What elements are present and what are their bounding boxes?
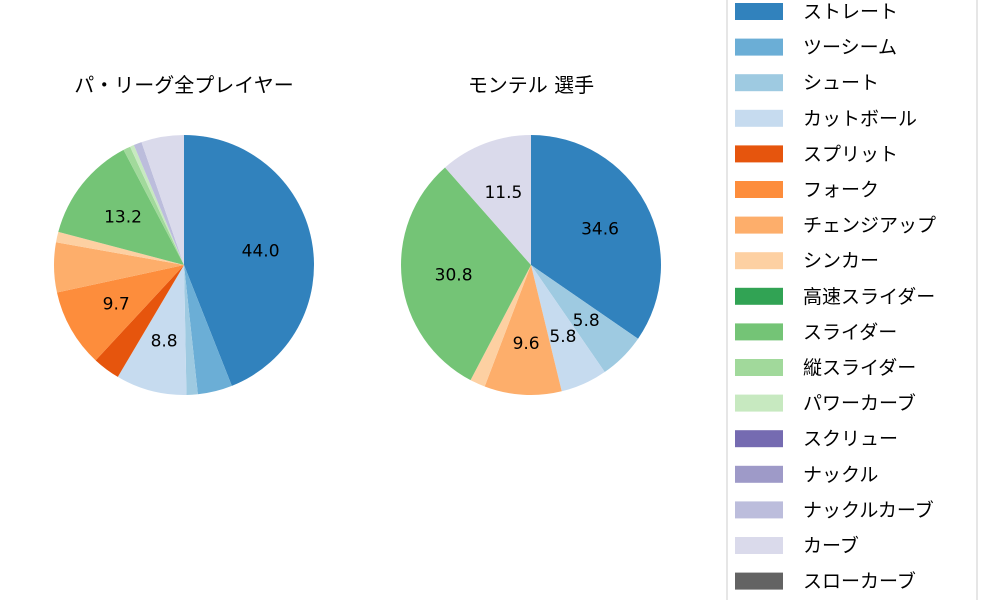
legend-label-7: シンカー — [803, 250, 879, 272]
legend-label-4: スプリット — [803, 143, 898, 165]
pie-1-slice-9 — [401, 167, 531, 381]
pie-0-slice-14 — [133, 142, 184, 265]
pie-1-label-2: 5.8 — [573, 311, 600, 331]
pie-1-slice-7 — [470, 265, 531, 387]
pie-0-slice-4 — [95, 265, 184, 377]
pie-0-label-3: 8.8 — [151, 331, 178, 351]
pie-0-slice-3 — [117, 265, 187, 396]
legend-swatch-0 — [735, 3, 783, 20]
pie-0-slice-6 — [54, 242, 184, 293]
pie-1-label-15: 11.5 — [484, 183, 522, 203]
legend-swatch-16 — [735, 572, 783, 590]
pie-player-title: モンテル 選手 — [468, 73, 594, 97]
pie-0-label-0: 44.0 — [242, 241, 280, 261]
legend-label-3: カットボール — [803, 108, 917, 130]
pie-0-slice-1 — [184, 265, 232, 395]
legend-swatch-9 — [735, 323, 783, 341]
legend-label-11: パワーカーブ — [803, 392, 916, 415]
legend-swatch-4 — [735, 145, 783, 163]
legend-swatch-7 — [735, 252, 783, 270]
legend-swatch-11 — [735, 394, 783, 412]
legend-swatch-14 — [735, 501, 783, 519]
legend-label-13: ナックル — [803, 464, 878, 486]
legend-label-8: 高速スライダー — [803, 286, 935, 308]
pie-1-label-3: 5.8 — [549, 327, 576, 347]
legend-label-2: シュート — [803, 72, 879, 94]
legend-label-6: チェンジアップ — [803, 215, 936, 237]
legend-label-1: ツーシーム — [803, 37, 897, 59]
legend-label-12: スクリュー — [803, 428, 898, 450]
pie-0-slice-2 — [184, 265, 198, 395]
pie-league-title: パ・リーグ全プレイヤー — [74, 73, 293, 97]
legend-label-15: カーブ — [803, 534, 859, 557]
legend-label-10: 縦スライダー — [803, 357, 916, 379]
legend-label-5: フォーク — [803, 179, 879, 201]
legend-frame — [726, 0, 978, 600]
legend-label-0: ストレート — [803, 1, 898, 23]
legend-label-14: ナックルカーブ — [803, 498, 934, 521]
legend-swatch-13 — [735, 465, 783, 483]
pie-1-label-6: 9.6 — [513, 334, 540, 354]
pie-0-slice-5 — [56, 265, 184, 361]
pie-0-label-5: 9.7 — [103, 295, 130, 315]
pie-1-slice-2 — [531, 265, 639, 373]
legend-swatch-1 — [735, 38, 783, 56]
pie-player-montel: モンテル 選手 34.6 5.85.8 9.6 30.8 11.5 — [401, 73, 661, 395]
legend-label-9: スライダー — [803, 321, 897, 343]
legend-swatch-10 — [735, 359, 783, 376]
pie-1-label-9: 30.8 — [435, 265, 473, 285]
legend-swatch-6 — [735, 216, 783, 234]
pie-1-slice-3 — [531, 265, 605, 392]
pie-0-slice-15 — [141, 135, 184, 265]
legend-swatch-3 — [735, 109, 783, 127]
pie-0-slice-0 — [184, 135, 315, 386]
pie-1-slice-6 — [484, 265, 562, 395]
legend-swatch-2 — [735, 74, 783, 92]
pie-0-label-9: 13.2 — [104, 207, 142, 227]
pie-league-all-players: パ・リーグ全プレイヤー 44.0 8.8 9.7 13.2 — [54, 73, 315, 396]
pie-0-slice-9 — [58, 149, 184, 265]
pie-0-slice-7 — [56, 231, 185, 265]
legend-swatch-15 — [735, 537, 783, 554]
pie-1-slice-15 — [445, 135, 531, 265]
pie-0-slice-10 — [123, 146, 184, 265]
legend-swatch-8 — [735, 287, 783, 305]
legend: ストレートツーシームシュートカットボールスプリットフォークチェンジアップシンカー… — [726, 0, 978, 600]
legend-label-16: スローカーブ — [803, 570, 916, 593]
pie-1-label-0: 34.6 — [581, 220, 619, 240]
pie-1-slice-0 — [531, 135, 661, 339]
legend-swatch-12 — [735, 430, 783, 448]
legend-swatch-5 — [735, 181, 783, 198]
pie-0-slice-11 — [130, 145, 184, 265]
